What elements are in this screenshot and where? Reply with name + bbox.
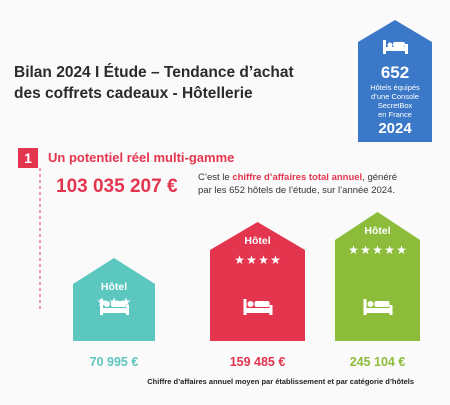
- badge: [358, 20, 432, 142]
- star: ★: [360, 243, 371, 257]
- bed-part: [367, 301, 374, 307]
- desc-rest: , généré: [362, 172, 397, 183]
- section-number-box: [18, 148, 38, 168]
- badge-year: 2024: [378, 120, 412, 137]
- bed-part: [254, 301, 270, 307]
- badge-text: d’une Console: [371, 92, 419, 101]
- bed-part: [247, 301, 254, 307]
- house-label: Hôtel: [364, 225, 390, 237]
- section-title: Un potentiel réel multi-gamme: [48, 150, 234, 165]
- star: ★: [372, 243, 383, 257]
- house-label: Hôtel: [101, 281, 127, 293]
- section-number: 1: [24, 150, 32, 166]
- bed-part: [243, 299, 247, 315]
- house: [73, 258, 155, 341]
- house-value: 245 104 €: [350, 355, 406, 369]
- bed-icon: [243, 299, 273, 315]
- bed-part: [374, 301, 390, 307]
- bed-part: [104, 301, 110, 307]
- bed-icon: [100, 299, 129, 315]
- bed-part: [246, 308, 273, 313]
- title-line: Bilan 2024 I Étude – Tendance d’achat: [14, 64, 294, 81]
- title-line: des coffrets cadeaux - Hôtellerie: [14, 85, 253, 102]
- bed-part: [111, 301, 126, 307]
- bed-part: [366, 308, 393, 313]
- star: ★: [270, 253, 281, 267]
- star: ★: [258, 253, 269, 267]
- house-label: Hôtel: [244, 235, 270, 247]
- bed-part: [126, 305, 129, 315]
- house-value: 70 995 €: [90, 355, 139, 369]
- star: ★: [396, 243, 407, 257]
- star: ★: [384, 243, 395, 257]
- bed-icon: [363, 299, 393, 315]
- bed-part: [389, 305, 393, 315]
- star: ★: [234, 253, 245, 267]
- footnote: Chiffre d’affaires annuel moyen par étab…: [147, 377, 414, 386]
- house: [335, 212, 420, 341]
- desc-lead: C’est le: [198, 172, 232, 183]
- total: 103 035 207 €: [56, 176, 178, 197]
- bed-part: [100, 299, 103, 315]
- house-value: 159 485 €: [230, 355, 286, 369]
- star: ★: [348, 243, 359, 257]
- description: C’est le chiffre d’affaires total annuel…: [198, 172, 397, 183]
- badge-count: 652: [381, 63, 409, 82]
- house: [210, 222, 305, 341]
- bed-part: [269, 305, 273, 315]
- badge-bed-icon: [383, 40, 408, 54]
- description-line2: par les 652 hôtels de l’étude, sur l’ann…: [198, 185, 395, 196]
- badge-text: SecretBox: [378, 101, 413, 110]
- badge-text: Hôtels équipés: [370, 83, 420, 92]
- star: ★: [121, 295, 132, 309]
- badge-text: en France: [378, 110, 412, 119]
- bed-part: [363, 299, 367, 315]
- star: ★: [246, 253, 257, 267]
- bed-part: [103, 308, 129, 313]
- desc-highlight: chiffre d’affaires total annuel: [232, 172, 362, 183]
